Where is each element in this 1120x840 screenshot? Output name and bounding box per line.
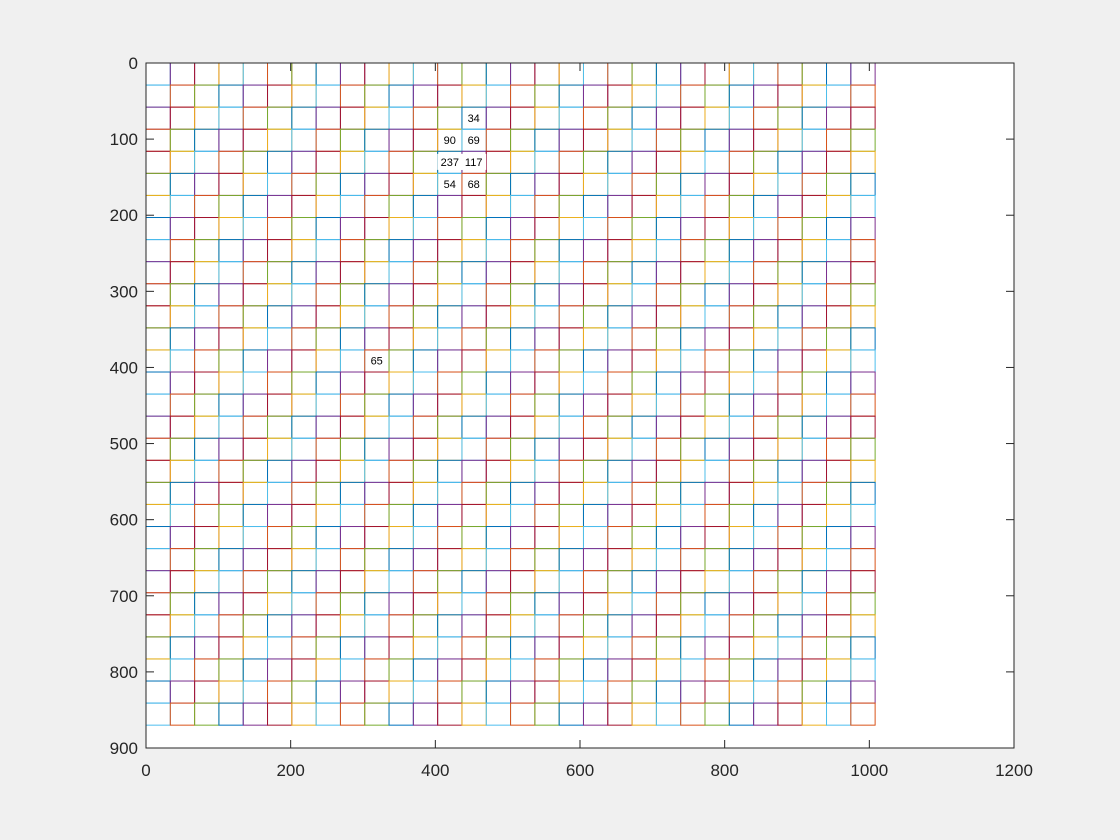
y-tick-label: 700 [110, 587, 138, 606]
cell-label-background [464, 176, 483, 192]
cell-label-background [440, 131, 459, 148]
y-tick-label: 100 [110, 130, 138, 149]
cell-labels: 34 90 69 237 117 54 68 65 [367, 109, 487, 369]
grid-cells [145, 62, 876, 726]
cell-label-background [437, 153, 463, 170]
cell-label: 65 [371, 356, 383, 368]
cell-label: 237 [441, 157, 459, 169]
y-tick-label: 200 [110, 206, 138, 225]
y-tick-label: 800 [110, 663, 138, 682]
y-tick-label: 500 [110, 435, 138, 454]
y-tick-label: 300 [110, 282, 138, 301]
cell-label-background [367, 352, 386, 369]
x-tick-label: 800 [710, 761, 738, 780]
y-axis: 0 100 200 300 400 500 600 700 800 900 [110, 54, 1014, 758]
axes-background [146, 63, 1014, 748]
cell-label-background [464, 109, 483, 126]
y-tick-label: 900 [110, 739, 138, 758]
cell-label-background [464, 131, 483, 148]
cell-label: 117 [465, 157, 483, 169]
x-tick-label: 1000 [850, 761, 888, 780]
y-tick-label: 0 [129, 54, 138, 73]
cell-label: 90 [444, 135, 456, 147]
cell-label-background [440, 176, 459, 192]
cell-label: 69 [468, 135, 480, 147]
x-tick-label: 0 [141, 761, 150, 780]
x-tick-label: 600 [566, 761, 594, 780]
cell-label: 68 [468, 179, 480, 191]
cell-label: 34 [468, 113, 480, 125]
cell-label: 54 [444, 179, 456, 191]
x-axis: 0 200 400 600 800 1000 1200 [141, 63, 1033, 780]
cell-label-background [461, 153, 487, 170]
x-tick-label: 400 [421, 761, 449, 780]
y-tick-label: 600 [110, 511, 138, 530]
x-tick-label: 1200 [995, 761, 1033, 780]
y-tick-label: 400 [110, 358, 138, 377]
x-tick-label: 200 [276, 761, 304, 780]
grid-cell [850, 702, 876, 726]
